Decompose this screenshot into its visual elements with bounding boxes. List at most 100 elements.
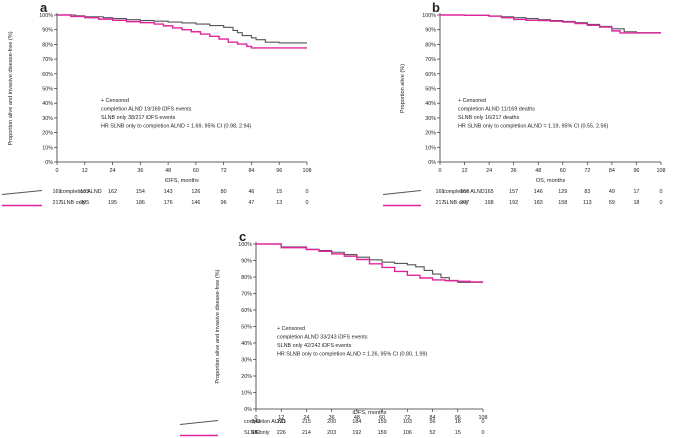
risk-value: 217 (436, 200, 445, 206)
annotation-line: completion ALND 19/169 iDFS events (101, 107, 192, 113)
y-tick-label: 70% (425, 57, 436, 63)
y-tick-label: 100% (39, 13, 53, 19)
y-tick-label: 0% (244, 407, 252, 413)
risk-value: 46 (248, 189, 254, 195)
x-tick-label: 60 (379, 415, 385, 421)
annotation-line: completion ALND 33/243 iDFS events (277, 335, 368, 341)
risk-value: 106 (403, 430, 412, 436)
panel-letter: a (40, 0, 48, 15)
risk-value: 49 (609, 189, 615, 195)
risk-value: 0 (482, 419, 485, 425)
x-tick-label: 24 (110, 168, 116, 174)
risk-value: 198 (485, 200, 494, 206)
risk-value: 226 (277, 430, 286, 436)
y-tick-label: 20% (241, 374, 252, 380)
risk-value: 200 (327, 419, 336, 425)
risk-value: 165 (80, 189, 89, 195)
panel-letter: c (239, 229, 246, 244)
risk-value: 207 (460, 200, 469, 206)
annotation-line: HR SLNB only to completion ALND = 1.26, … (277, 352, 427, 358)
risk-value: 15 (455, 430, 461, 436)
y-tick-label: 50% (425, 87, 436, 93)
series-line-slnb-only (57, 14, 307, 49)
y-tick-label: 100% (238, 242, 252, 248)
y-tick-label: 0% (45, 160, 53, 166)
series-line-completion-alnd (440, 14, 661, 34)
y-tick-label: 70% (42, 57, 53, 63)
y-tick-label: 80% (42, 42, 53, 48)
y-tick-label: 50% (241, 325, 252, 331)
x-tick-label: 108 (657, 168, 666, 174)
x-tick-label: 24 (303, 415, 309, 421)
x-tick-label: 108 (303, 168, 312, 174)
risk-value: 13 (276, 200, 282, 206)
risk-value: 0 (482, 430, 485, 436)
risk-value: 17 (633, 189, 639, 195)
risk-value: 0 (306, 189, 309, 195)
risk-value: 15 (276, 189, 282, 195)
y-tick-label: 10% (241, 391, 252, 397)
x-tick-label: 12 (462, 168, 468, 174)
risk-value: 176 (164, 200, 173, 206)
risk-value: 203 (327, 430, 336, 436)
x-tick-label: 96 (633, 168, 639, 174)
x-tick-label: 72 (221, 168, 227, 174)
risk-value: 47 (248, 200, 254, 206)
y-tick-label: 60% (425, 72, 436, 78)
risk-value: 129 (558, 189, 567, 195)
risk-value: 143 (164, 189, 173, 195)
risk-value: 169 (53, 189, 62, 195)
y-tick-label: 40% (42, 101, 53, 107)
risk-value: 18 (633, 200, 639, 206)
risk-value: 157 (509, 189, 518, 195)
annotation-line: HR SLNB only to completion ALND = 1.19, … (458, 124, 608, 130)
risk-value: 146 (534, 189, 543, 195)
chart-panel-b: b 0% 10% 20% 30% 40% 50% 60% 70% 80% 90% 100% 0 12 24 3… (382, 0, 666, 207)
x-tick-label: 72 (404, 415, 410, 421)
annotation-line: SLNB only 38/217 iDFS events (101, 115, 176, 121)
risk-value: 169 (436, 189, 445, 195)
y-tick-label: 70% (241, 292, 252, 298)
x-tick-label: 48 (535, 168, 541, 174)
risk-value: 113 (583, 200, 592, 206)
y-tick-label: 30% (425, 116, 436, 122)
legend-swatch (382, 190, 422, 195)
risk-value: 103 (403, 419, 412, 425)
x-tick-label: 12 (82, 168, 88, 174)
x-tick-label: 36 (137, 168, 143, 174)
risk-value: 0 (306, 200, 309, 206)
y-axis-label: Proportion alive and invasive disease-fr… (215, 269, 221, 383)
y-tick-label: 90% (425, 28, 436, 34)
series-line-slnb-only (440, 14, 661, 34)
x-tick-label: 36 (511, 168, 517, 174)
x-tick-label: 96 (276, 168, 282, 174)
y-tick-label: 40% (241, 341, 252, 347)
risk-row-label: SLNB only (60, 200, 86, 206)
x-tick-label: 0 (56, 168, 59, 174)
x-tick-label: 84 (248, 168, 254, 174)
risk-value: 186 (136, 200, 145, 206)
risk-value: 221 (277, 419, 286, 425)
x-axis-label: OS, months (536, 178, 566, 184)
risk-row-label: SLNB only (244, 430, 270, 436)
x-axis-label: iDFS, months (165, 178, 199, 184)
risk-value: 184 (352, 419, 361, 425)
x-tick-label: 12 (278, 415, 284, 421)
y-tick-label: 10% (425, 145, 436, 151)
risk-value: 52 (430, 430, 436, 436)
risk-value: 0 (660, 189, 663, 195)
y-tick-label: 20% (425, 131, 436, 137)
x-tick-label: 96 (455, 415, 461, 421)
y-tick-label: 50% (42, 87, 53, 93)
chart-panel-a: a 0% 10% 20% 30% 40% 50% 60% 70% 80% 90% 100% 0 12 24 3… (1, 0, 312, 207)
risk-value: 214 (302, 430, 311, 436)
risk-value: 146 (191, 200, 200, 206)
risk-row-label: completion ALND (60, 189, 102, 195)
risk-value: 159 (378, 419, 387, 425)
y-tick-label: 20% (42, 131, 53, 137)
risk-value: 159 (378, 430, 387, 436)
x-tick-label: 48 (165, 168, 171, 174)
annotation-line: + Censored (277, 326, 305, 332)
risk-value: 192 (509, 200, 518, 206)
